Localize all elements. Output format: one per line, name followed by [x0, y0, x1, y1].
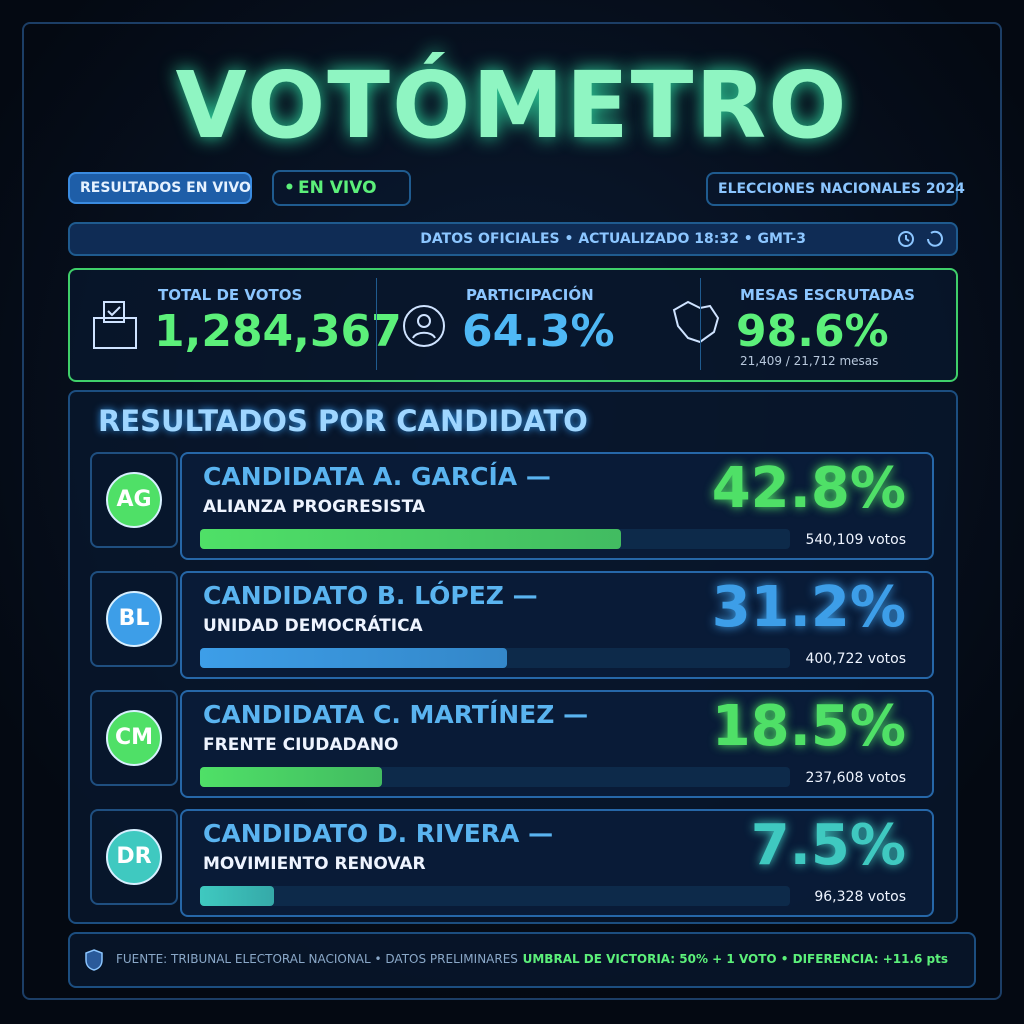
shield-icon — [85, 949, 103, 971]
footer-source: FUENTE: TRIBUNAL ELECTORAL NACIONAL • DA… — [116, 952, 518, 966]
live-dot: • — [284, 178, 295, 198]
avatar-box: BL — [90, 571, 178, 667]
status-icons — [898, 230, 943, 247]
candidate-name: CANDIDATA A. GARCÍA — — [203, 462, 551, 491]
avatar: BL — [106, 591, 162, 647]
election-text: ELECCIONES NACIONALES 2024 — [718, 181, 965, 197]
avatar-box: AG — [90, 452, 178, 548]
ballot-icon — [93, 301, 137, 349]
candidate-name: CANDIDATA C. MARTÍNEZ — — [203, 700, 589, 729]
candidate-name: CANDIDATO B. LÓPEZ — — [203, 581, 538, 610]
bar-track — [200, 886, 790, 906]
divider — [376, 278, 377, 370]
footer: FUENTE: TRIBUNAL ELECTORAL NACIONAL • DA… — [68, 932, 976, 988]
election-badge: ELECCIONES NACIONALES 2024 — [706, 172, 965, 206]
stat-label: PARTICIPACIÓN — [466, 286, 594, 304]
stats-panel: TOTAL DE VOTOS 1,284,367 PARTICIPACIÓN 64.3… — [68, 268, 958, 382]
stat-value: 98.6% — [736, 306, 889, 357]
candidate-party: UNIDAD DEMOCRÁTICA — [203, 616, 423, 636]
status-text: DATOS OFICIALES • ACTUALIZADO 18:32 • GM… — [420, 231, 806, 247]
avatar: AG — [106, 472, 162, 528]
results-title: RESULTADOS POR CANDIDATO — [98, 404, 588, 438]
stat-note: 21,409 / 21,712 mesas — [740, 354, 879, 368]
candidate-party: ALIANZA PROGRESISTA — [203, 497, 426, 517]
candidate-party: FRENTE CIUDADANO — [203, 735, 399, 755]
avatar: CM — [106, 710, 162, 766]
live-badge: RESULTADOS EN VIVO — [68, 172, 252, 204]
candidate-share: 31.2% — [711, 575, 906, 640]
participation-icon — [403, 305, 445, 347]
frame — [22, 22, 1002, 1000]
candidate-votes: 96,328 votos — [814, 889, 906, 905]
vote-bar — [200, 529, 621, 549]
map-icon — [672, 300, 720, 344]
candidate-votes: 400,722 votos — [805, 651, 906, 667]
avatar: DR — [106, 829, 162, 885]
candidate-votes: 237,608 votos — [805, 770, 906, 786]
vote-bar — [200, 886, 274, 906]
candidate-share: 18.5% — [711, 694, 906, 759]
stat-value: 1,284,367 — [154, 306, 402, 357]
stat-label: TOTAL DE VOTOS — [158, 286, 303, 304]
status-bar: DATOS OFICIALES • ACTUALIZADO 18:32 • GM… — [68, 222, 958, 256]
candidate-share: 7.5% — [750, 813, 906, 878]
candidate-share: 42.8% — [711, 456, 906, 521]
candidate-votes: 540,109 votos — [805, 532, 906, 548]
title: VOTÓMETRO — [175, 52, 849, 159]
divider — [700, 278, 701, 370]
candidate-name: CANDIDATO D. RIVERA — — [203, 819, 554, 848]
live-badge-text: RESULTADOS EN VIVO — [80, 180, 251, 196]
candidate-party: MOVIMIENTO RENOVAR — [203, 854, 426, 874]
stat-label: MESAS ESCRUTADAS — [740, 286, 915, 304]
avatar-box: CM — [90, 690, 178, 786]
avatar-box: DR — [90, 809, 178, 905]
footer-threshold: UMBRAL DE VICTORIA: 50% + 1 VOTO • DIFER… — [522, 952, 948, 966]
stat-value: 64.3% — [462, 306, 615, 357]
live-indicator: • EN VIVO — [272, 170, 411, 206]
vote-bar — [200, 767, 382, 787]
live-text: EN VIVO — [298, 178, 377, 198]
vote-bar — [200, 648, 507, 668]
